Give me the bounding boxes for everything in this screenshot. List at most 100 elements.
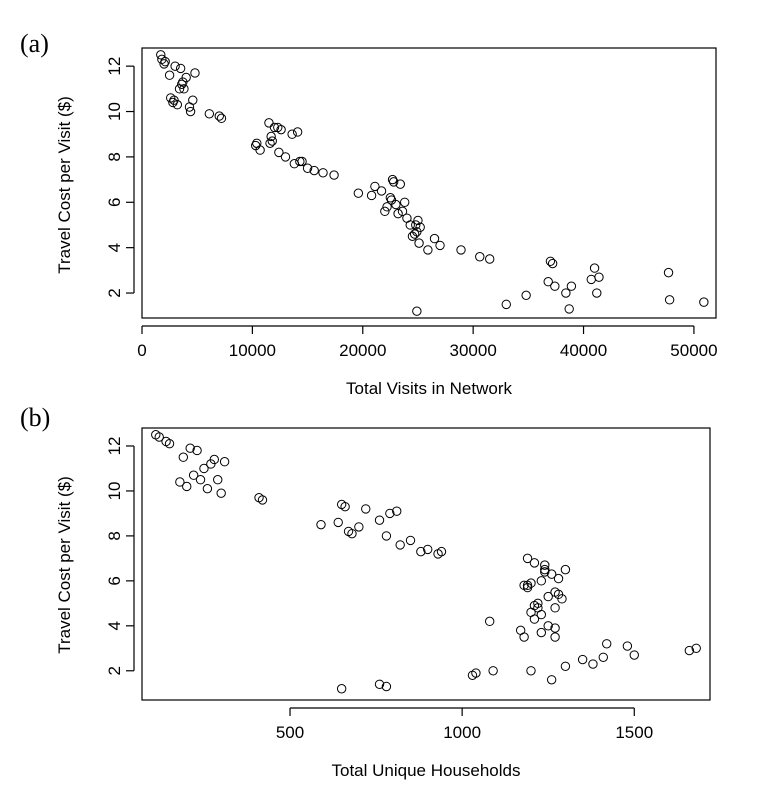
- panel-a-data-point: [501, 299, 511, 310]
- panel-a-y-axis: 2 4 6 8 10 12: [105, 57, 135, 298]
- panel-b-data-point: [216, 488, 226, 498]
- panel-b-data-point: [557, 594, 567, 604]
- panel-a-data-point: [586, 274, 596, 285]
- panel-a-data-point: [166, 93, 176, 103]
- panel-a-data-point: [566, 281, 577, 291]
- panel-b-y-tick-label: 2: [105, 666, 124, 675]
- panel-a-data-point: [177, 79, 187, 90]
- panel-a-data-point: [292, 127, 303, 137]
- panel-a-data-point: [170, 61, 180, 71]
- panel-a-data-point: [157, 54, 167, 65]
- panel-a-data-point: [592, 288, 602, 298]
- panel-a-data-point: [391, 199, 401, 210]
- panel-a-data-point: [423, 245, 433, 255]
- panel-a-label: (a): [20, 29, 49, 58]
- panel-a-data-point: [214, 111, 224, 121]
- panel-b-data-point: [471, 668, 481, 678]
- panel-b-data-point: [336, 684, 347, 694]
- panel-b-data-point: [550, 623, 560, 633]
- panel-a-data-point: [475, 252, 485, 262]
- panel-a-data-point: [485, 254, 495, 264]
- panel-b-data-point: [164, 439, 175, 449]
- panel-b-data-point: [213, 475, 223, 485]
- panel-a-x-axis: 0 10000 20000 30000 40000 50000: [137, 325, 718, 360]
- panel-a-data-point: [400, 197, 410, 207]
- panel-a-data-point: [273, 122, 283, 133]
- panel-b-x-axis-title: Total Unique Households: [331, 761, 520, 780]
- panel-b-data-point: [354, 522, 364, 532]
- panel-b-plot-frame: [141, 427, 711, 701]
- panel-b-data-point: [484, 616, 495, 627]
- panel-a-data-point: [266, 131, 276, 142]
- panel-a-data-point: [216, 113, 227, 124]
- panel-a-data-point: [255, 145, 265, 155]
- panel-a-data-point: [297, 156, 307, 167]
- panel-b-data-point: [405, 535, 416, 546]
- panel-a-data-point: [397, 206, 408, 217]
- panel-a-data-point: [164, 70, 175, 80]
- panel-a-x-tick-label: 50000: [670, 341, 717, 360]
- panel-b-points: [151, 430, 701, 694]
- panel-b-data-point: [395, 540, 405, 550]
- panel-a-data-point: [160, 56, 170, 67]
- panel-b-data-point: [316, 519, 326, 530]
- panel-b-data-point: [550, 603, 560, 613]
- panel-b-label: (b): [20, 403, 50, 432]
- panel-b-y-axis-title: Travel Cost per Visit ($): [55, 476, 74, 654]
- panel-a-y-tick-label: 8: [105, 152, 124, 161]
- panel-a-data-point: [309, 165, 319, 176]
- panel-b-data-point: [219, 457, 230, 467]
- panel-a-data-point: [280, 152, 291, 162]
- panel-b-data-point: [536, 609, 547, 620]
- panel-a-data-point: [382, 202, 392, 212]
- panel-b-data-point: [560, 564, 571, 575]
- panel-a-data-point: [550, 281, 560, 291]
- panel-b-data-point: [374, 679, 385, 689]
- panel-a-data-point: [318, 168, 328, 178]
- panel-b-data-point: [540, 560, 550, 570]
- panel-b-data-point: [185, 443, 195, 453]
- panel-b-data-point: [519, 632, 529, 642]
- panel-b-data-point: [536, 627, 547, 638]
- panel-b-data-point: [550, 632, 560, 642]
- panel-b-data-point: [529, 600, 540, 611]
- panel-b-data-point: [519, 580, 529, 591]
- panel-a-data-point: [564, 304, 574, 314]
- panel-a-data-point: [370, 181, 380, 192]
- panel-a-data-point: [594, 272, 604, 282]
- panel-a-x-tick-label: 10000: [229, 341, 276, 360]
- panel-a-data-point: [663, 267, 674, 278]
- panel-a-data-point: [181, 72, 191, 83]
- panel-a-data-point: [393, 208, 403, 219]
- panel-a-data-point: [287, 129, 297, 139]
- panel-b-data-point: [622, 641, 633, 651]
- panel-b-data-point: [392, 506, 402, 516]
- panel-a-data-point: [664, 295, 675, 305]
- panel-a-points: [156, 50, 709, 316]
- panel-b-data-point: [488, 666, 498, 676]
- panel-b-data-point: [540, 567, 550, 577]
- panel-b-y-tick-label: 6: [105, 576, 124, 585]
- panel-b-data-point: [526, 666, 536, 676]
- panel-b-data-point: [209, 454, 219, 465]
- panel-a-data-point: [411, 220, 421, 230]
- panel-b-data-point: [385, 508, 395, 519]
- panel-a-data-point: [405, 220, 415, 230]
- panel-a-data-point: [302, 163, 313, 173]
- panel-b-data-point: [192, 445, 202, 456]
- panel-a-y-axis-title: Travel Cost per Visit ($): [55, 96, 74, 274]
- panel-b-x-axis: 500 1000 1500: [276, 707, 653, 742]
- panel-b-data-point: [691, 643, 701, 653]
- panel-b-data-point: [202, 483, 213, 494]
- panel-b-data-point: [188, 470, 199, 480]
- panel-a-data-point: [415, 222, 425, 232]
- panel-a-data-point: [412, 306, 422, 316]
- panel-a-data-point: [175, 63, 186, 74]
- panel-b-data-point: [543, 621, 553, 631]
- panel-b-data-point: [588, 659, 598, 669]
- panel-a-y-tick-label: 4: [105, 243, 124, 252]
- panel-b-data-point: [546, 675, 557, 685]
- panel-b-data-point: [684, 645, 695, 656]
- panel-b-data-point: [553, 573, 564, 584]
